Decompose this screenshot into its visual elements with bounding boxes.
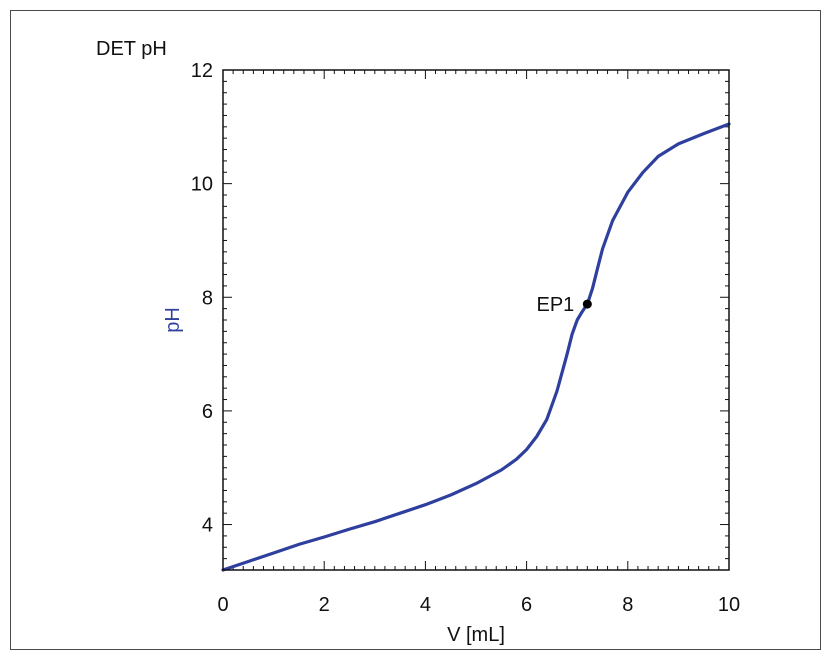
series-layer bbox=[221, 122, 731, 572]
x-axis-label: V [mL] bbox=[447, 624, 505, 646]
y-tick-label: 10 bbox=[191, 174, 213, 196]
y-tick-label: 4 bbox=[202, 515, 213, 537]
axis-ticks: 0 2 4 6 8 10 4 6 8 10 12 bbox=[191, 60, 740, 616]
x-tick-label: 10 bbox=[718, 594, 740, 616]
equivalence-point-marker bbox=[582, 299, 592, 309]
equivalence-point-label: EP1 bbox=[537, 294, 575, 316]
annotation-layer: EP1 bbox=[537, 294, 592, 316]
x-tick-label: 2 bbox=[319, 594, 330, 616]
chart-title: DET pH bbox=[96, 38, 167, 60]
y-tick-label: 12 bbox=[191, 60, 213, 82]
y-tick-label: 8 bbox=[202, 287, 213, 309]
chart-frame: DET pH pH V [mL] 0 2 4 6 8 10 4 6 8 10 12 EP1 bbox=[10, 10, 821, 650]
x-tick-label: 0 bbox=[217, 594, 228, 616]
x-tick-label: 8 bbox=[622, 594, 633, 616]
titration-curve bbox=[221, 122, 731, 572]
y-axis-label: pH bbox=[162, 307, 184, 333]
titration-chart: DET pH pH V [mL] 0 2 4 6 8 10 4 6 8 10 12 EP1 bbox=[96, 38, 740, 646]
plot-area-border bbox=[222, 69, 730, 571]
x-tick-label: 6 bbox=[521, 594, 532, 616]
x-tick-label: 4 bbox=[420, 594, 431, 616]
y-tick-label: 6 bbox=[202, 401, 213, 423]
